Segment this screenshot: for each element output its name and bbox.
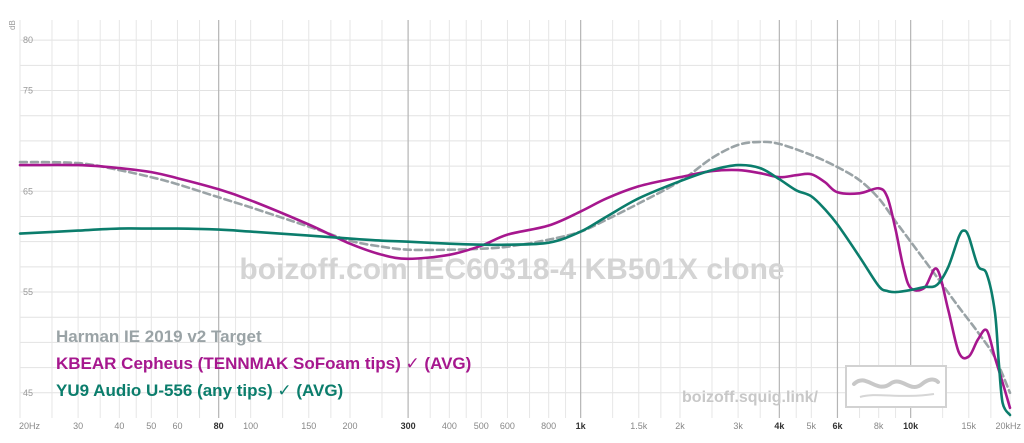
x-tick-label: 50 (146, 421, 156, 431)
y-axis-label: dB (8, 20, 17, 30)
y-axis-ticks: 80 75 65 55 45 (23, 35, 33, 398)
legend-entry: Harman IE 2019 v2 Target (56, 327, 262, 346)
x-tick-label: 1k (576, 421, 587, 431)
x-tick-label: 3k (733, 421, 743, 431)
x-tick-label: 20kHz (995, 421, 1021, 431)
y-tick-label: 45 (23, 388, 33, 398)
x-tick-label: 40 (114, 421, 124, 431)
x-tick-label: 300 (401, 421, 416, 431)
x-tick-label: 6k (832, 421, 843, 431)
x-tick-label: 60 (172, 421, 182, 431)
watermark-text: boizoff.com IEC60318-4 KB501X clone (239, 253, 784, 286)
x-tick-label: 4k (774, 421, 785, 431)
x-tick-label: 10k (903, 421, 919, 431)
series-line-1 (18, 140, 1012, 395)
x-tick-label: 800 (541, 421, 556, 431)
series-lines (18, 140, 1012, 417)
x-tick-label: 100 (243, 421, 258, 431)
x-tick-label: 600 (500, 421, 515, 431)
y-tick-label: 55 (23, 287, 33, 297)
legend-entry: YU9 Audio U-556 (any tips) ✓ (AVG) (56, 381, 343, 400)
x-tick-label: 2k (675, 421, 685, 431)
x-tick-label: 1.5k (630, 421, 648, 431)
x-tick-label: 8k (874, 421, 884, 431)
site-url: boizoff.squig.link/ (682, 389, 819, 406)
y-tick-label: 75 (23, 86, 33, 96)
x-tick-label: 200 (342, 421, 357, 431)
y-tick-label: 80 (23, 35, 33, 45)
x-axis-ticks: 20Hz 30 40 50 60 80 100 150 200 300 400 500 600 800 1k… (19, 421, 1021, 431)
legend-entry: KBEAR Cepheus (TENNMAK SoFoam tips) ✓ (A… (56, 354, 471, 373)
y-tick-label: 65 (23, 186, 33, 196)
x-tick-label: 400 (442, 421, 457, 431)
x-tick-label: 500 (474, 421, 489, 431)
grid (19, 20, 1011, 418)
legend: Harman IE 2019 v2 Target KBEAR Cepheus (T… (56, 327, 471, 400)
x-tick-label: 150 (301, 421, 316, 431)
x-tick-label: 80 (214, 421, 224, 431)
series-line-2 (18, 163, 1012, 410)
x-tick-label: 30 (73, 421, 83, 431)
x-tick-label: 15k (962, 421, 977, 431)
series-line-3 (18, 163, 1012, 417)
squig-logo (845, 365, 947, 408)
x-tick-label: 20Hz (19, 421, 41, 431)
x-tick-label: 5k (807, 421, 817, 431)
